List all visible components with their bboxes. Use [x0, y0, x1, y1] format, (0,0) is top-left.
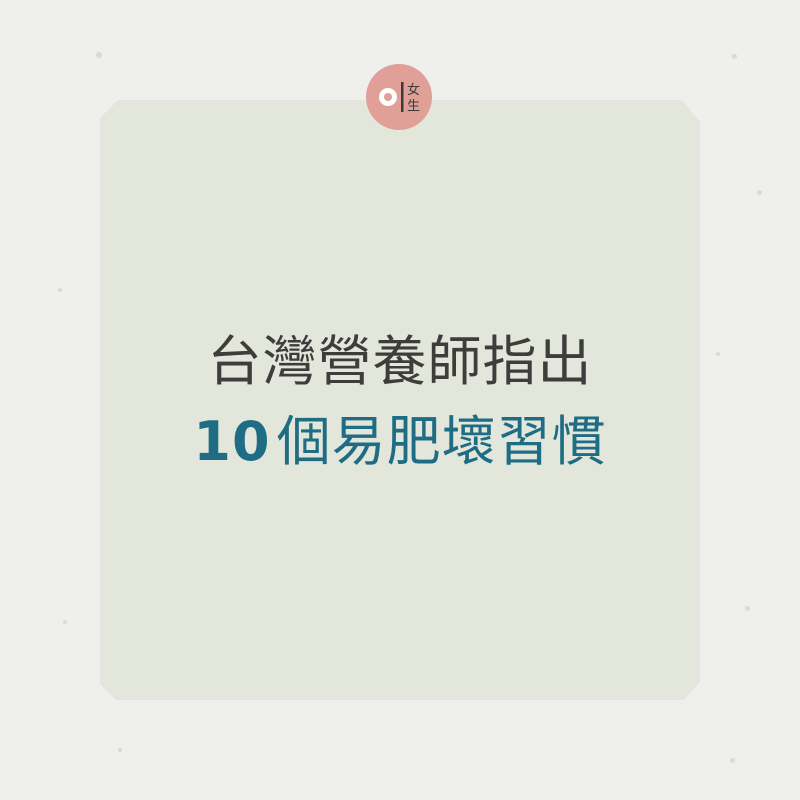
brand-logo: 女 生	[366, 64, 432, 130]
paper-speck	[732, 54, 737, 59]
paper-speck	[757, 190, 762, 195]
paper-speck	[58, 288, 62, 292]
paper-speck	[745, 606, 750, 611]
headline-line-1: 台灣營養師指出	[207, 330, 593, 393]
logo-char-life: 生	[407, 99, 421, 114]
title-card	[100, 100, 700, 700]
paper-speck	[96, 52, 102, 58]
headline-line-2: 10 個易肥壞習慣	[100, 410, 700, 474]
paper-speck	[118, 748, 122, 752]
paper-speck	[716, 352, 720, 356]
01-logo-icon	[379, 82, 404, 112]
paper-speck	[63, 620, 67, 624]
headline-number: 10	[193, 410, 271, 473]
headline-line-2-text: 個易肥壞習慣	[276, 410, 607, 473]
paper-speck	[730, 758, 735, 763]
logo-char-female: 女	[407, 83, 421, 98]
